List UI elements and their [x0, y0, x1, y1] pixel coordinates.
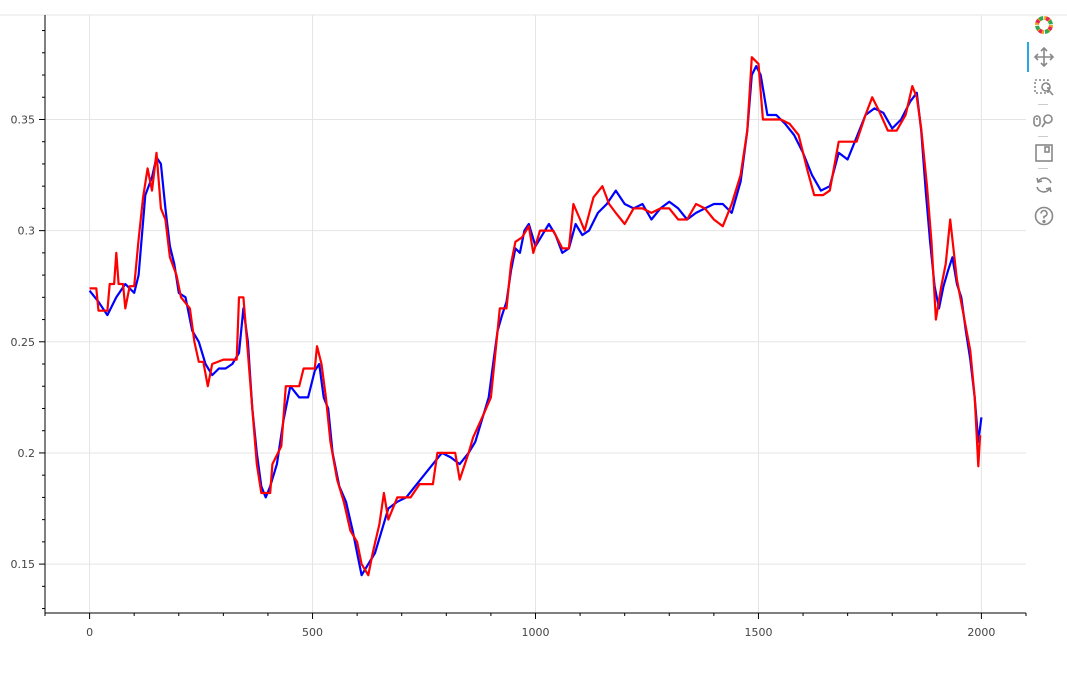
x-tick-label: 0	[86, 626, 93, 639]
y-tick-label: 0.2	[18, 447, 36, 460]
wheel-zoom-icon[interactable]	[1031, 108, 1057, 134]
y-tick-label: 0.25	[11, 336, 36, 349]
bokeh-logo-icon[interactable]	[1031, 12, 1057, 38]
series-line-red	[89, 56, 982, 577]
x-tick-label: 500	[302, 626, 323, 639]
reset-icon[interactable]	[1031, 172, 1057, 198]
active-tool-indicator	[1027, 42, 1029, 72]
save-icon[interactable]	[1031, 140, 1057, 166]
y-tick-label: 0.15	[11, 558, 36, 571]
y-axis-ticks: 0.15 0.2 0.25 0.3 0.35	[11, 30, 45, 610]
y-tick-label: 0.3	[18, 225, 36, 238]
x-axis-ticks: 0 500 1000 1500 2000	[44, 613, 1027, 639]
x-tick-label: 1500	[744, 626, 772, 639]
toolbar-separator	[1038, 168, 1048, 169]
x-tick-label: 1000	[522, 626, 550, 639]
x-tick-label: 2000	[967, 626, 995, 639]
grid-lines	[45, 15, 1026, 613]
toolbar-separator	[1038, 136, 1048, 137]
help-icon[interactable]	[1031, 203, 1057, 229]
y-tick-label: 0.35	[11, 113, 36, 126]
series-group	[88, 56, 983, 577]
pan-icon[interactable]	[1031, 44, 1057, 70]
box-zoom-icon[interactable]	[1031, 76, 1057, 102]
toolbar-separator	[1038, 104, 1048, 105]
